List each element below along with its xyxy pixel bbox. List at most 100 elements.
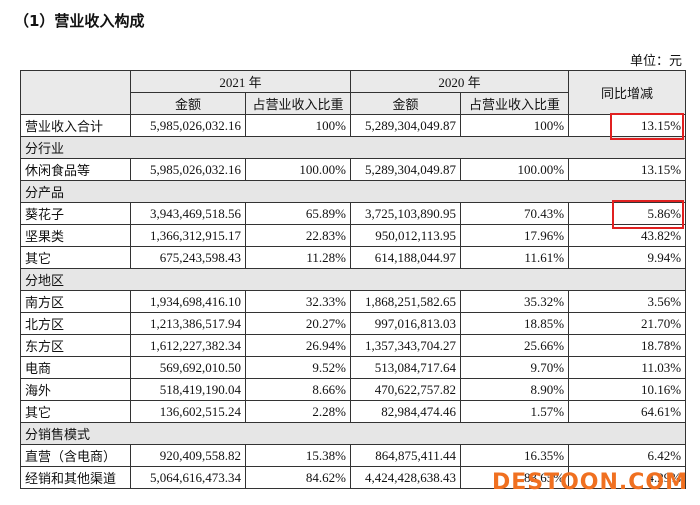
header-cell: 占营业收入比重	[244, 92, 352, 115]
cell: 83.65%	[460, 466, 570, 489]
cell: 136,602,515.24	[130, 400, 246, 423]
watermark: DESTOON.COM	[491, 470, 688, 495]
cell: 直营（含电商）	[20, 444, 131, 467]
header-cell	[20, 70, 131, 115]
data-row: 营业收入合计 5,985,026,032.16 100% 5,289,304,049.…	[20, 114, 687, 137]
section-cell: 分地区	[19, 268, 687, 291]
cell: 海外	[20, 378, 131, 401]
data-row: 电商 569,692,010.50 9.52% 513,084,717.64 9.70%…	[20, 356, 687, 379]
cell: 513,084,717.64	[350, 356, 462, 379]
data-row: 直营（含电商） 920,409,558.82 15.38% 864,875,411.4…	[20, 444, 687, 467]
cell: 8.66%	[244, 378, 352, 401]
data-row: 经销和其他渠道 5,064,616,473.34 84.62% 4,424,428,6…	[20, 466, 687, 489]
cell: 3,943,469,518.56	[130, 202, 246, 225]
cell: 8.90%	[460, 378, 570, 401]
cell: 997,016,813.03	[350, 312, 462, 335]
cell: 100%	[244, 114, 352, 137]
cell: 北方区	[20, 312, 131, 335]
cell: 864,875,411.44	[350, 444, 462, 467]
cell: 614,188,044.97	[350, 246, 462, 269]
cell: 17.96%	[460, 224, 570, 247]
cell: 电商	[20, 356, 131, 379]
header-row: 金额 占营业收入比重 金额 占营业收入比重	[21, 92, 686, 115]
unit: 单位：元	[629, 53, 682, 68]
data-row: 其它 675,243,598.43 11.28% 614,188,044.97 11.6…	[20, 246, 687, 269]
header-cell: 同比增减	[568, 70, 687, 115]
data-row: 其它 136,602,515.24 2.28% 82,984,474.46 1.57% 6…	[20, 400, 687, 423]
section-row: 分行业	[19, 136, 687, 159]
cell: 1,868,251,582.65	[350, 290, 462, 313]
cell: 65.89%	[244, 202, 352, 225]
cell: 25.66%	[460, 334, 570, 357]
cell: 1,612,227,382.34	[130, 334, 246, 357]
highlight-box	[612, 200, 684, 229]
cell: 1.57%	[460, 400, 570, 423]
cell: 1,357,343,704.27	[350, 334, 462, 357]
cell: 20.27%	[244, 312, 352, 335]
cell: 16.35%	[460, 444, 570, 467]
section-row: 分销售模式	[19, 422, 687, 445]
cell: 70.43%	[460, 202, 570, 225]
highlight-box	[610, 113, 684, 140]
cell: 营业收入合计	[20, 114, 131, 137]
cell: 4,424,428,638.43	[350, 466, 462, 489]
cell: 4.29%	[568, 466, 687, 489]
cell: 26.94%	[244, 334, 352, 357]
data-row: 北方区 1,213,386,517.94 20.27% 997,016,813.03 1…	[20, 312, 687, 335]
header-cell: 金额	[130, 92, 246, 115]
cell: 6.42%	[568, 444, 687, 467]
cell: 5,064,616,473.34	[130, 466, 246, 489]
title: （1）营业收入构成	[14, 12, 145, 30]
cell: 22.83%	[244, 224, 352, 247]
cell: 13.15%	[568, 158, 687, 181]
cell: 569,692,010.50	[130, 356, 246, 379]
section-cell: 分行业	[19, 136, 687, 159]
cell: 休闲食品等	[20, 158, 131, 181]
header-cell: 金额	[350, 92, 462, 115]
cell: 35.32%	[460, 290, 570, 313]
cell: 43.82%	[568, 224, 687, 247]
cell: 5,289,304,049.87	[350, 114, 462, 137]
section-row: 分地区	[19, 268, 687, 291]
header-row: 2021 年 2020 年 同比增减	[20, 70, 687, 115]
cell: 5,985,026,032.16	[130, 158, 246, 181]
cell: 11.28%	[244, 246, 352, 269]
cell: 32.33%	[244, 290, 352, 313]
cell: 其它	[20, 400, 131, 423]
cell: 5,289,304,049.87	[350, 158, 462, 181]
cell: 675,243,598.43	[130, 246, 246, 269]
cell: 21.70%	[568, 312, 687, 335]
data-row: 南方区 1,934,698,416.10 32.33% 1,868,251,582.6…	[20, 290, 687, 313]
cell: 1,366,312,915.17	[130, 224, 246, 247]
cell: 10.16%	[568, 378, 687, 401]
header-cell: 2020 年	[350, 70, 570, 93]
cell: 518,419,190.04	[130, 378, 246, 401]
cell: 5,985,026,032.16	[130, 114, 246, 137]
cell: 11.03%	[568, 356, 687, 379]
cell: 100.00%	[460, 158, 570, 181]
cell: 经销和其他渠道	[20, 466, 131, 489]
cell: 3.56%	[568, 290, 687, 313]
cell: 64.61%	[568, 400, 687, 423]
cell: 100.00%	[244, 158, 352, 181]
section-cell: 分销售模式	[19, 422, 687, 445]
cell: 1,213,386,517.94	[130, 312, 246, 335]
cell: 葵花子	[20, 202, 131, 225]
header-cell: 2021 年	[129, 70, 352, 93]
cell: 其它	[20, 246, 131, 269]
section-row: 分产品	[19, 180, 687, 203]
cell: 9.94%	[568, 246, 687, 269]
data-row: 葵花子 3,943,469,518.56 65.89% 3,725,103,890.9…	[20, 202, 687, 225]
cell: 84.62%	[244, 466, 352, 489]
cell: 3,725,103,890.95	[350, 202, 462, 225]
data-row: 海外 518,419,190.04 8.66% 470,622,757.82 8.90%…	[20, 378, 687, 401]
cell: 9.52%	[244, 356, 352, 379]
cell: 950,012,113.95	[350, 224, 462, 247]
cell: 470,622,757.82	[350, 378, 462, 401]
cell: 15.38%	[244, 444, 352, 467]
cell: 2.28%	[244, 400, 352, 423]
cell: 11.61%	[460, 246, 570, 269]
header-cell: 占营业收入比重	[460, 92, 570, 115]
cell: 18.78%	[568, 334, 687, 357]
